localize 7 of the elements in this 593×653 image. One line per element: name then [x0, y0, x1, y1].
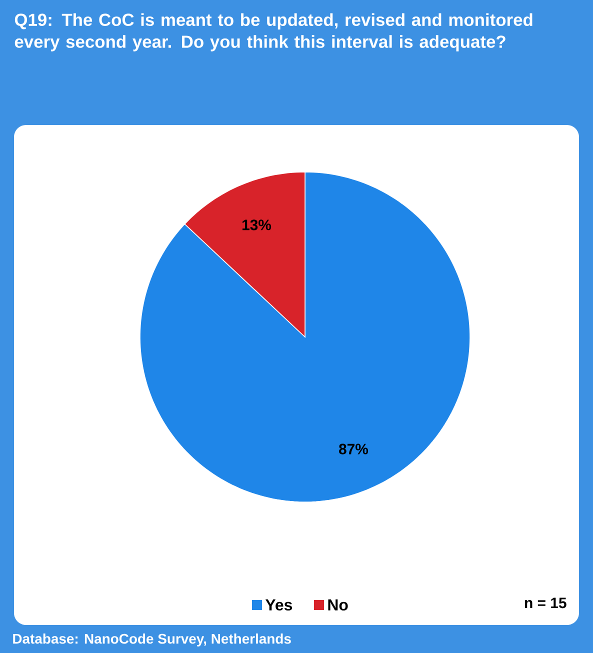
data-label: 13%	[242, 220, 272, 230]
chart-title: Q19: The CoC is meant to be updated, revised and monitored every second year. Do you think this interval is adequate?	[14, 13, 532, 52]
legend-label: No	[328, 599, 348, 611]
legend-label: Yes	[265, 599, 292, 611]
text: n = 15	[525, 598, 566, 608]
data-label: 87%	[339, 444, 368, 454]
text: Database: NanoCode Survey, Netherlands	[13, 633, 291, 646]
